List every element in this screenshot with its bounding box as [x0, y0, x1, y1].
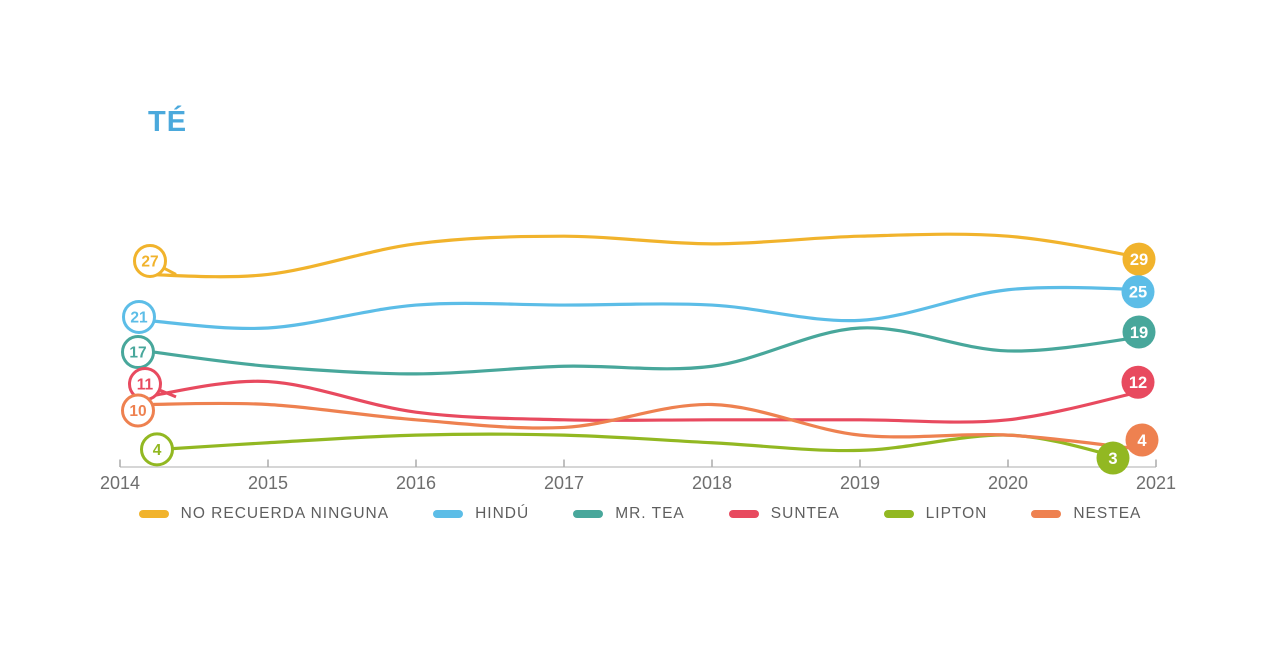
start-value-badge	[121, 393, 155, 428]
end-value-label: 29	[1130, 251, 1148, 269]
start-value-label: 4	[153, 442, 162, 459]
start-value-label: 21	[130, 310, 148, 327]
end-value-label: 3	[1108, 450, 1117, 468]
series-line-nestea	[143, 401, 1152, 452]
end-value-badge	[1096, 441, 1130, 475]
series-line-lipton	[143, 432, 1124, 460]
end-value-badge	[1122, 315, 1156, 349]
legend-item-no-recuerda-ninguna: NO RECUERDA NINGUNA	[138, 505, 390, 523]
x-tick-label: 2016	[396, 473, 436, 493]
legend-swatch	[433, 510, 464, 518]
legend-item-suntea: SUNTEA	[728, 505, 840, 523]
legend-item-lipton: LIPTON	[883, 505, 988, 523]
end-value-label: 4	[1137, 432, 1147, 450]
legend-label: MR. TEA	[615, 505, 685, 522]
start-value-label: 11	[137, 377, 154, 394]
legend-item-hind-: HINDÚ	[433, 505, 529, 523]
start-value-label: 10	[129, 403, 146, 420]
legend-swatch	[573, 510, 604, 518]
end-value-badge	[1121, 275, 1155, 309]
start-value-badge	[140, 432, 174, 467]
legend-swatch	[728, 510, 759, 518]
legend-swatch	[1031, 510, 1062, 518]
x-tick-label: 2021	[1136, 473, 1176, 493]
start-value-badge	[121, 335, 155, 370]
chart-title: TÉ	[148, 106, 188, 138]
legend-swatch	[138, 510, 169, 518]
start-value-badge	[133, 243, 167, 278]
end-value-badge	[1125, 423, 1159, 457]
x-tick-label: 2018	[692, 473, 732, 493]
legend-label: SUNTEA	[770, 505, 840, 522]
x-tick-label: 2019	[840, 473, 880, 493]
start-value-badge	[122, 299, 156, 334]
end-value-label: 19	[1130, 324, 1148, 342]
chart-legend: NO RECUERDA NINGUNA HINDÚ MR. TEA SUNTEA LIP…	[0, 505, 1280, 523]
series-line-suntea	[143, 379, 1152, 424]
x-tick-label: 2017	[544, 473, 584, 493]
end-value-label: 25	[1129, 284, 1147, 302]
legend-label: NESTEA	[1073, 505, 1142, 522]
legend-item-nestea: NESTEA	[1031, 505, 1141, 523]
start-value-label: 27	[141, 254, 158, 271]
series-line-no-recuerda-ninguna	[143, 232, 1152, 279]
end-value-badge	[1122, 242, 1156, 276]
legend-item-mr-tea: MR. TEA	[573, 505, 685, 523]
legend-label: HINDÚ	[475, 505, 530, 522]
legend-label: NO RECUERDA NINGUNA	[180, 505, 390, 522]
end-value-label: 12	[1129, 374, 1147, 392]
series-line-hind-	[143, 285, 1152, 331]
end-value-badge	[1121, 365, 1155, 399]
legend-swatch	[883, 510, 914, 518]
x-tick-label: 2015	[248, 473, 288, 493]
start-value-label: 17	[129, 345, 146, 362]
brand-recall-line-chart: 2014 2015 2016 2017 2018 2019 2020 2021 27 21 17 11…	[100, 232, 1176, 493]
legend-label: LIPTON	[925, 505, 988, 522]
series-line-mr-tea	[143, 326, 1152, 376]
x-tick-label: 2020	[988, 473, 1028, 493]
x-tick-label: 2014	[100, 473, 140, 493]
